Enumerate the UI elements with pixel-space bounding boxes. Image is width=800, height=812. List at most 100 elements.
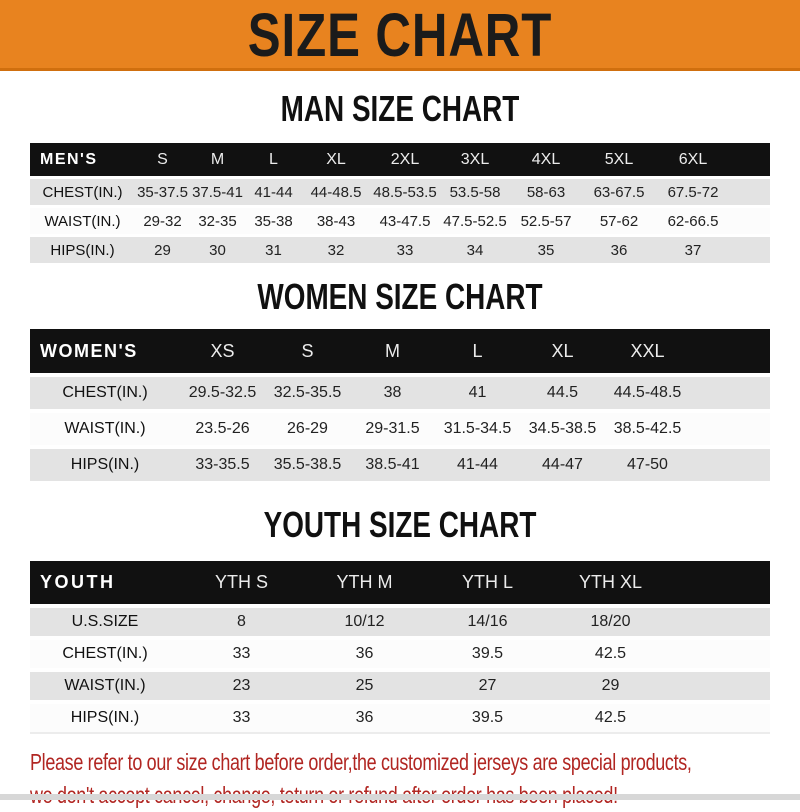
size-value-cell: 18/20 <box>590 613 631 630</box>
size-value-cell: 37.5-41 <box>192 183 243 201</box>
size-value-cell: 33 <box>396 241 414 259</box>
size-value-cell: 38.5-41 <box>365 456 420 473</box>
size-value-cell: 44.5 <box>546 384 579 401</box>
size-value-cell: 32 <box>327 241 345 259</box>
size-value-cell: 36 <box>355 645 374 662</box>
section-women: WOMEN SIZE CHART WOMEN'S XS S M L XL XXL CHEST(… <box>0 275 800 481</box>
size-value-cell: 38.5-42.5 <box>613 420 682 437</box>
size-value-cell: 29.5-32.5 <box>188 384 257 401</box>
youth-section-title: YOUTH SIZE CHART <box>263 503 537 546</box>
row-label: HIPS(IN.) <box>70 709 140 726</box>
size-value-cell: 57-62 <box>599 212 639 230</box>
column-header: M <box>385 340 400 361</box>
size-value-cell: 35.5-38.5 <box>273 456 342 473</box>
row-label: WAIST(IN.) <box>64 677 146 694</box>
size-value-cell: 29 <box>154 241 171 259</box>
size-value-cell: 8 <box>237 613 246 630</box>
size-value-cell: 34.5-38.5 <box>528 420 597 437</box>
size-value-cell: 35-37.5 <box>137 183 188 201</box>
column-header: M <box>210 150 225 168</box>
size-value-cell: 58-63 <box>526 183 566 201</box>
table-row: U.S.SIZE 8 10/12 14/16 18/20 <box>30 608 770 636</box>
size-value-cell: 29 <box>601 677 620 694</box>
size-value-cell: 29-31.5 <box>365 420 420 437</box>
table-group-label: YOUTH <box>40 572 116 592</box>
size-value-cell: 32-35 <box>198 212 237 230</box>
size-value-cell: 42.5 <box>594 709 627 726</box>
size-value-cell: 35-38 <box>254 212 293 230</box>
size-value-cell: 30 <box>209 241 226 259</box>
youth-size-table: YOUTH YTH S YTH M YTH L YTH XL U.S.SIZE 8 10/12… <box>30 561 770 734</box>
size-value-cell: 27 <box>478 677 497 694</box>
column-header: YTH XL <box>578 572 643 592</box>
table-header-row: MEN'S S M L XL 2XL 3XL 4XL 5XL 6XL <box>30 143 770 176</box>
table-row: WAIST(IN.) 23.5-26 26-29 29-31.5 31.5-34.5 34… <box>30 413 770 445</box>
size-value-cell: 33-35.5 <box>195 456 250 473</box>
column-header: 4XL <box>531 150 561 168</box>
table-row: HIPS(IN.) 33-35.5 35.5-38.5 38.5-41 41-44 44-… <box>30 449 770 481</box>
size-value-cell: 67.5-72 <box>667 183 719 201</box>
table-header-row: WOMEN'S XS S M L XL XXL <box>30 329 770 373</box>
page-title: SIZE CHART <box>247 0 553 69</box>
row-label: CHEST(IN.) <box>62 645 148 662</box>
size-value-cell: 44.5-48.5 <box>613 384 682 401</box>
column-header: 6XL <box>678 150 708 168</box>
size-value-cell: 41 <box>468 384 487 401</box>
footer-notice: Please refer to our size chart before or… <box>0 746 800 812</box>
size-value-cell: 38 <box>383 384 402 401</box>
size-value-cell: 10/12 <box>344 613 385 630</box>
size-value-cell: 37 <box>684 241 702 259</box>
column-header: XXL <box>630 340 665 361</box>
size-value-cell: 34 <box>466 241 484 259</box>
column-header: YTH L <box>461 572 513 592</box>
size-value-cell: 23 <box>232 677 251 694</box>
women-section-title: WOMEN SIZE CHART <box>257 275 543 318</box>
row-label: WAIST(IN.) <box>64 420 146 437</box>
row-label: HIPS(IN.) <box>50 241 115 259</box>
size-value-cell: 25 <box>355 677 374 694</box>
size-value-cell: 23.5-26 <box>195 420 250 437</box>
section-men: MAN SIZE CHART MEN'S S M L XL 2XL 3XL 4XL 5XL 6XL… <box>0 88 800 263</box>
men-size-table: MEN'S S M L XL 2XL 3XL 4XL 5XL 6XL CHEST(IN.) 35-37… <box>30 143 770 263</box>
size-value-cell: 47-50 <box>627 456 668 473</box>
size-value-cell: 14/16 <box>467 613 508 630</box>
size-value-cell: 29-32 <box>143 212 182 230</box>
size-value-cell: 31 <box>265 241 282 259</box>
table-row: CHEST(IN.) 33 36 39.5 42.5 <box>30 640 770 668</box>
table-group-label: MEN'S <box>40 150 98 168</box>
column-header: S <box>301 340 314 361</box>
size-value-cell: 33 <box>232 645 251 662</box>
row-label: U.S.SIZE <box>71 613 139 630</box>
size-value-cell: 52.5-57 <box>520 212 572 230</box>
table-row: WAIST(IN.) 29-32 32-35 35-38 38-43 43-47.5 47.… <box>30 208 770 234</box>
footer-notice-line-1: Please refer to our size chart before or… <box>30 749 692 775</box>
column-header: XL <box>551 340 574 361</box>
table-group-label: WOMEN'S <box>40 340 138 361</box>
size-value-cell: 53.5-58 <box>449 183 501 201</box>
table-row: HIPS(IN.) 29 30 31 32 33 34 35 36 37 <box>30 237 770 263</box>
table-row: WAIST(IN.) 23 25 27 29 <box>30 672 770 700</box>
size-value-cell: 42.5 <box>594 645 627 662</box>
size-value-cell: 63-67.5 <box>593 183 645 201</box>
size-value-cell: 32.5-35.5 <box>273 384 342 401</box>
row-label: WAIST(IN.) <box>44 212 121 230</box>
size-value-cell: 41-44 <box>457 456 498 473</box>
column-header: 3XL <box>460 150 490 168</box>
size-value-cell: 38-43 <box>316 212 356 230</box>
size-value-cell: 44-48.5 <box>310 183 362 201</box>
page-banner: SIZE CHART <box>0 0 800 71</box>
size-value-cell: 44-47 <box>542 456 583 473</box>
size-value-cell: 48.5-53.5 <box>373 183 437 201</box>
size-value-cell: 62-66.5 <box>667 212 719 230</box>
table-header-row: YOUTH YTH S YTH M YTH L YTH XL <box>30 561 770 604</box>
table-row: CHEST(IN.) 35-37.5 37.5-41 41-44 44-48.5 48.5… <box>30 179 770 205</box>
size-value-cell: 39.5 <box>471 709 504 726</box>
women-size-table: WOMEN'S XS S M L XL XXL CHEST(IN.) 29.5-32.5 32.5… <box>30 329 770 481</box>
column-header: XS <box>210 340 235 361</box>
size-value-cell: 39.5 <box>471 645 504 662</box>
size-value-cell: 31.5-34.5 <box>443 420 512 437</box>
table-row: HIPS(IN.) 33 36 39.5 42.5 <box>30 704 770 732</box>
bottom-edge-strip <box>0 794 800 800</box>
size-value-cell: 47.5-52.5 <box>443 212 507 230</box>
table-row: CHEST(IN.) 29.5-32.5 32.5-35.5 38 41 44.5 44.5… <box>30 377 770 409</box>
